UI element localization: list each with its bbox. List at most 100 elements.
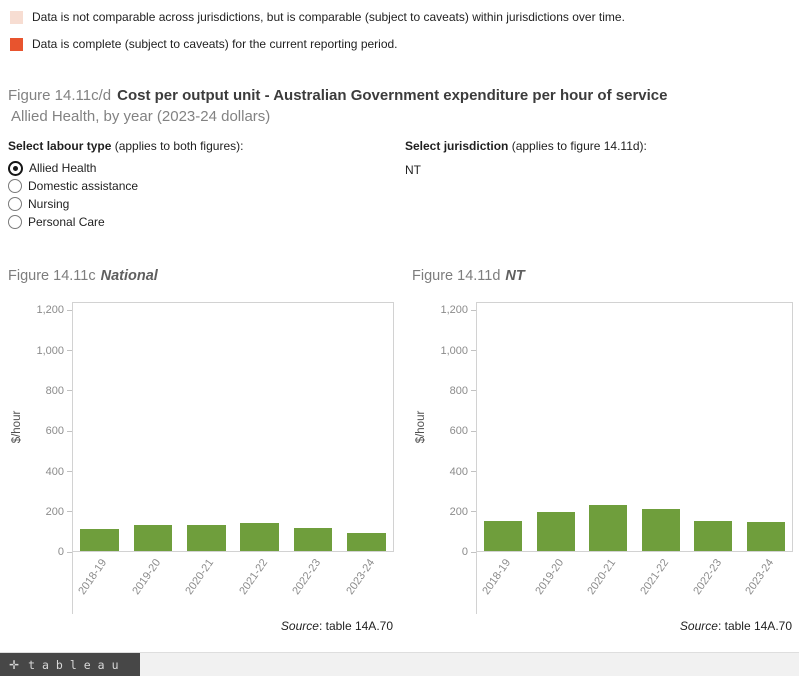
tick-mark [471, 309, 476, 311]
x-tick-slot: 2022-23 [287, 552, 341, 614]
bar-2023-24[interactable] [347, 533, 386, 551]
bar-2020-21[interactable] [589, 504, 628, 551]
bar-2018-19[interactable] [484, 521, 523, 551]
x-tick-label: 2020-21 [183, 557, 217, 597]
jurisdiction-label-strong: Select jurisdiction [405, 139, 509, 153]
bar-slot [740, 303, 793, 551]
tick-mark [471, 511, 476, 513]
labour-type-label-strong: Select labour type [8, 139, 112, 153]
y-tick-label: 0 [57, 546, 64, 558]
chart-body: $/hour 0 200 400 600 800 1,000 1,200 2018-19 20… [8, 302, 399, 614]
comparability-legend: Data is not comparable across jurisdicti… [10, 10, 625, 64]
legend-item-complete: Data is complete (subject to caveats) fo… [10, 37, 625, 51]
x-tick-label: 2020-21 [585, 557, 619, 597]
x-tick-label: 2019-20 [130, 557, 164, 597]
y-tick-label: 400 [45, 465, 64, 478]
radio-option-allied-health[interactable]: Allied Health [8, 159, 388, 177]
radio-unselected-icon[interactable] [8, 179, 22, 193]
y-tick: 1,000 [440, 345, 476, 357]
x-tick-slot: 2020-21 [180, 552, 234, 614]
legend-item-not-comparable: Data is not comparable across jurisdicti… [10, 10, 625, 24]
chart-title-national: Figure 14.11c National [8, 268, 399, 290]
legend-swatch-not-comparable-icon [10, 10, 23, 24]
radio-unselected-icon[interactable] [8, 197, 22, 211]
x-tick-slot: 2018-19 [73, 552, 127, 614]
tableau-logo[interactable]: ✛ tableau [0, 653, 140, 676]
y-tick: 1,200 [440, 304, 476, 316]
bar-2019-20[interactable] [536, 511, 575, 551]
tableau-plus-icon: ✛ [9, 657, 20, 672]
y-tick: 1,200 [36, 304, 72, 316]
bar-2020-21[interactable] [187, 524, 226, 551]
radio-unselected-icon[interactable] [8, 215, 22, 229]
x-tick-label: 2018-19 [76, 557, 110, 597]
source-table-ref: : table 14A.70 [717, 619, 792, 633]
bar-2018-19[interactable] [80, 529, 119, 551]
y-tick: 400 [450, 466, 476, 478]
y-tick: 600 [46, 425, 72, 437]
y-tick-label: 200 [449, 505, 468, 518]
x-tick-label: 2021-22 [237, 557, 271, 597]
legend-swatch-complete-icon [10, 37, 23, 51]
plot-column: 2018-19 2019-20 2020-21 2021-22 2022-23 2023-… [476, 302, 798, 614]
bar-2022-23[interactable] [293, 527, 333, 551]
y-axis: 0 200 400 600 800 1,000 1,200 [26, 302, 72, 558]
radio-option-domestic-assistance[interactable]: Domestic assistance [8, 177, 388, 195]
tick-mark [67, 471, 72, 472]
chart-title-region: NT [505, 268, 525, 284]
radio-option-nursing[interactable]: Nursing [8, 195, 388, 213]
bar-2019-20[interactable] [133, 524, 173, 551]
bar-2022-23[interactable] [694, 520, 733, 551]
jurisdiction-value[interactable]: NT [405, 163, 421, 177]
x-tick-label: 2023-24 [344, 557, 378, 597]
jurisdiction-label-note: (applies to figure 14.11d): [508, 139, 647, 153]
bar-2021-22[interactable] [240, 523, 279, 551]
y-tick: 600 [450, 425, 476, 437]
tick-mark [67, 551, 72, 553]
chart-figure-14-11d: Figure 14.11d NT $/hour 0 200 400 600 800 1,00… [399, 268, 798, 633]
labour-type-label: Select labour type (applies to both figu… [8, 139, 388, 153]
plot-area [72, 302, 394, 552]
figure-title-text: Cost per output unit - Australian Govern… [117, 87, 668, 104]
tick-mark [67, 390, 72, 392]
x-tick-slot: 2020-21 [582, 552, 635, 614]
source-note: Source: table 14A.70 [412, 619, 798, 633]
radio-selected-icon[interactable] [8, 160, 23, 176]
charts-row: Figure 14.11c National $/hour 0 200 400 600 8… [0, 268, 799, 633]
y-tick: 200 [46, 506, 72, 518]
bar-slot [635, 303, 688, 551]
y-tick-label: 1,000 [36, 344, 64, 357]
x-tick-slot: 2019-20 [530, 552, 583, 614]
bar-slot [73, 303, 126, 551]
jurisdiction-label: Select jurisdiction (applies to figure 1… [405, 139, 785, 153]
tableau-wordmark: tableau [28, 657, 126, 672]
y-axis: 0 200 400 600 800 1,000 1,200 [430, 302, 476, 558]
radio-option-personal-care[interactable]: Personal Care [8, 213, 388, 231]
tick-mark [471, 430, 476, 432]
y-tick-label: 0 [461, 546, 468, 558]
y-tick-label: 1,200 [440, 304, 468, 317]
bar-slot [126, 303, 179, 551]
tick-mark [67, 430, 72, 432]
x-tick-slot: 2022-23 [688, 552, 741, 614]
x-tick-slot: 2019-20 [127, 552, 181, 614]
bar-2021-22[interactable] [641, 509, 680, 551]
bar-slot [477, 303, 530, 551]
bar-2023-24[interactable] [746, 521, 785, 551]
x-tick-slot: 2021-22 [635, 552, 688, 614]
y-axis-title-column: $/hour [412, 302, 430, 552]
tick-mark [471, 350, 476, 352]
x-axis: 2018-19 2019-20 2020-21 2021-22 2022-23 2023-… [476, 552, 793, 614]
x-tick-label: 2022-23 [290, 557, 324, 597]
bar-slot [530, 303, 583, 551]
labour-type-label-note: (applies to both figures): [111, 139, 244, 153]
y-tick-label: 800 [45, 384, 64, 397]
legend-label-complete: Data is complete (subject to caveats) fo… [32, 37, 398, 51]
labour-type-control: Select labour type (applies to both figu… [8, 139, 388, 231]
plot-column: 2018-19 2019-20 2020-21 2021-22 2022-23 2023-… [72, 302, 399, 614]
y-tick-label: 200 [45, 505, 64, 518]
chart-title-region: National [100, 268, 158, 284]
y-tick-label: 600 [45, 425, 64, 438]
legend-label-not-comparable: Data is not comparable across jurisdicti… [32, 10, 625, 24]
y-tick: 200 [450, 506, 476, 518]
